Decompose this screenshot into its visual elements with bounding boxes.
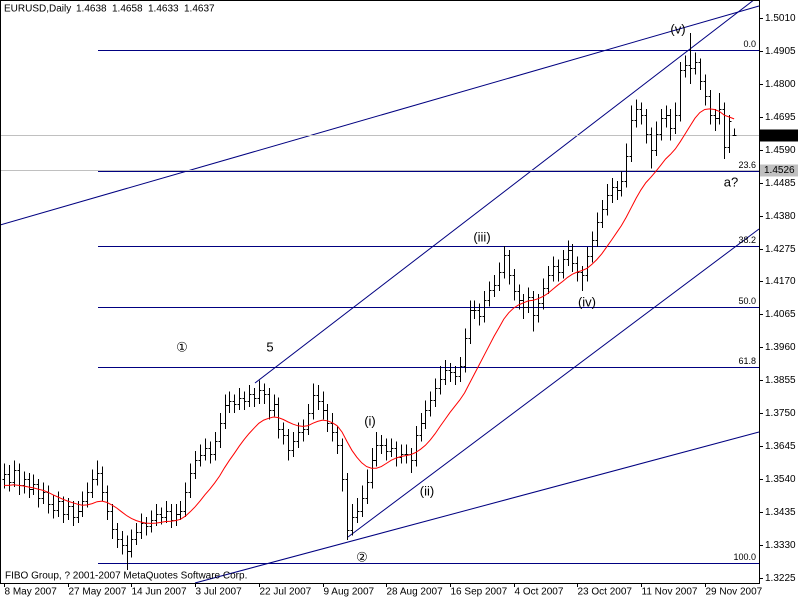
x-tick-label: 8 May 2007 [5,587,58,598]
y-tick-label: 1.4590 [765,145,796,156]
y-tick-label: 1.4800 [765,79,796,90]
wave-label: (i) [364,413,376,428]
moving-average [4,108,735,524]
wave-label: ② [356,549,368,564]
y-tick-label: 1.3645 [765,441,796,452]
y-tick-label: 1.4380 [765,211,796,222]
fib-label: 0.0 [743,39,756,49]
current-price-label: 1.4637 [764,130,795,141]
y-tick-label: 1.3435 [765,507,796,518]
x-tick-label: 23 Oct 2007 [578,587,633,598]
y-tick-label: 1.3855 [765,375,796,386]
y-tick-label: 1.4695 [765,112,796,123]
wave-label: a? [724,174,738,189]
x-tick-label: 11 Nov 2007 [642,587,698,598]
x-tick-label: 4 Oct 2007 [515,587,564,598]
wave-label: (iv) [578,294,596,309]
x-tick-label: 27 May 2007 [69,587,127,598]
fib-label: 100.0 [733,552,756,562]
wave-label: (v) [670,21,685,36]
fib-label: 38.2 [738,235,756,245]
wave-label: ① [176,339,188,354]
x-tick-label: 22 Jul 2007 [260,587,312,598]
annotations: ① 5 (i) (ii) (iii) (iv) (v) a? ② [176,21,738,564]
x-tick-label: 3 Jul 2007 [196,587,243,598]
x-tick-label: 29 Nov 2007 [706,587,763,598]
wave-label: (iii) [473,229,490,244]
footer: FIBO Group, ? 2001-2007 MetaQuotes Softw… [5,571,247,582]
y-tick-label: 1.3750 [765,408,796,419]
y-tick-label: 1.3540 [765,474,796,485]
x-tick-label: 16 Sep 2007 [451,587,508,598]
y-tick-label: 1.4275 [765,244,796,255]
y-tick-label: 1.3225 [765,573,796,584]
header-low: 1.4633 [148,4,179,15]
y-tick-label: 1.4905 [765,46,796,57]
fib-label: 23.6 [738,160,756,170]
x-tick-label: 14 Jun 2007 [132,587,187,598]
fib-label: 61.8 [738,356,756,366]
wave-label: (ii) [420,483,434,498]
y-tick-label: 1.4170 [765,276,796,287]
price-line-box [760,164,798,177]
trend-lines [0,0,760,584]
y-tick-label: 1.3960 [765,342,796,353]
y-tick-label: 1.4065 [765,309,796,320]
plot: 0.0 23.6 38.2 50.0 61.8 100.0 [0,32,759,571]
wave-label: 5 [266,339,273,354]
current-price-box [760,129,798,142]
y-tick-label: 1.3330 [765,540,796,551]
y-tick-label: 1.5010 [765,13,796,24]
symbol: EURUSD,Daily [4,4,71,15]
price-line-label: 1.4526 [764,165,795,176]
x-tick-label: 28 Aug 2007 [387,587,444,598]
fib-label: 50.0 [738,296,756,306]
x-tick-label: 9 Aug 2007 [324,587,375,598]
header-open: 1.4638 [76,4,107,15]
plot-border [0,0,760,584]
trend-line [347,228,760,538]
trend-line [0,5,760,226]
trend-line [254,0,755,384]
trend-line [194,431,760,584]
header-high: 1.4658 [112,4,143,15]
header-close: 1.4637 [184,4,215,15]
y-tick-label: 1.4485 [765,178,796,189]
